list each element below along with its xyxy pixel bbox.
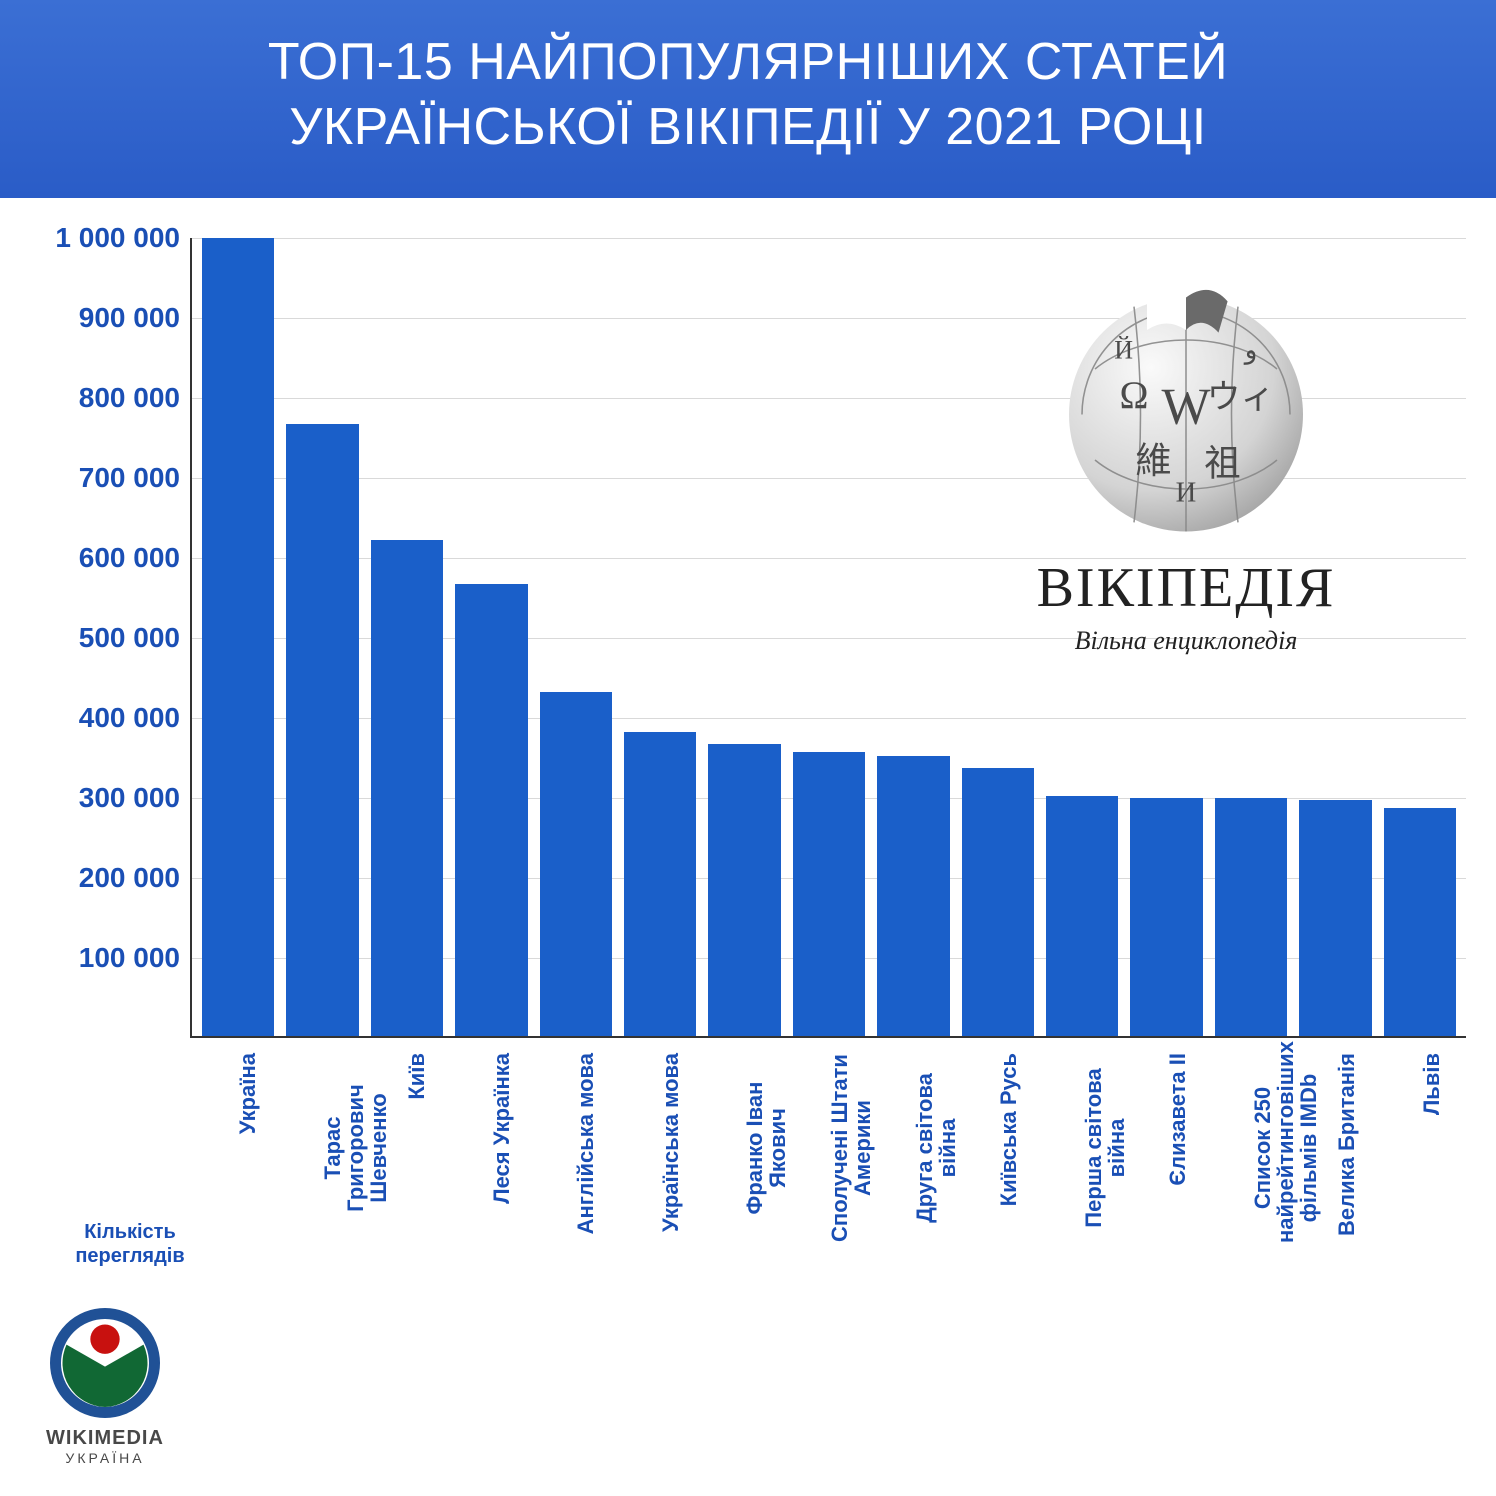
bar <box>371 540 443 1036</box>
y-tick-label: 100 000 <box>79 942 180 974</box>
header-banner: ТОП-15 НАЙПОПУЛЯРНІШИХ СТАТЕЙ УКРАЇНСЬКО… <box>0 0 1496 198</box>
bar <box>455 584 527 1036</box>
y-axis: 100 000 200 000 300 000 400 000 500 000 600 0… <box>30 238 190 1038</box>
svg-text:祖: 祖 <box>1204 444 1240 484</box>
bar-slot <box>455 238 527 1036</box>
svg-text:И: И <box>1176 478 1197 509</box>
x-label-slot: Київська Русь <box>961 1053 1034 1253</box>
svg-text:Й: Й <box>1114 336 1133 365</box>
bar <box>708 744 780 1036</box>
bar <box>962 768 1034 1036</box>
bar <box>1215 798 1287 1036</box>
wikipedia-wordmark: ВІКІПЕДІЯ <box>976 556 1396 620</box>
x-label: Єлизавета II <box>1166 1053 1189 1186</box>
bar-slot <box>624 238 696 1036</box>
bar <box>624 732 696 1036</box>
svg-text:W: W <box>1161 379 1210 436</box>
bar <box>286 424 358 1036</box>
wikimedia-text: WIKIMEDIA <box>30 1427 180 1450</box>
x-label: Велика Британія <box>1335 1053 1358 1236</box>
svg-text:و: و <box>1243 336 1258 366</box>
x-label: Перша світова війна <box>1082 1053 1128 1243</box>
bar-chart: 100 000 200 000 300 000 400 000 500 000 600 0… <box>30 238 1476 1258</box>
title-line-2: УКРАЇНСЬКОЇ ВІКІПЕДІЇ У 2021 РОЦІ <box>289 98 1206 156</box>
bar <box>793 752 865 1036</box>
bar-slot <box>793 238 865 1036</box>
x-label-slot: Друга світова війна <box>876 1053 949 1253</box>
svg-text:維: 維 <box>1135 441 1171 481</box>
x-label-slot: Україна <box>200 1053 273 1253</box>
bar-slot <box>286 238 358 1036</box>
y-tick-label: 800 000 <box>79 382 180 414</box>
bar <box>202 238 274 1036</box>
bar-slot <box>540 238 612 1036</box>
wikipedia-logo-block: W Ω ウィ 維 祖 И Й و ВІКІПЕДІЯ Вільна енцикл… <box>976 278 1396 656</box>
x-axis-labels: Україна Тарас Григорович Шевченко Київ Леся… <box>200 1053 1456 1253</box>
bar-slot <box>202 238 274 1036</box>
x-label: Сполучені Штати Америки <box>828 1053 874 1243</box>
bar-slot <box>371 238 443 1036</box>
svg-text:ウィ: ウィ <box>1207 379 1275 416</box>
x-label-slot: Київ <box>369 1053 442 1253</box>
wikipedia-tagline: Вільна енциклопедія <box>976 626 1396 656</box>
x-label: Українська мова <box>659 1053 682 1232</box>
x-label: Леся Українка <box>490 1053 513 1204</box>
bar-slot <box>877 238 949 1036</box>
bar <box>1130 798 1202 1036</box>
x-label-slot: Велика Британія <box>1299 1053 1372 1253</box>
bar <box>877 756 949 1036</box>
x-label: Київ <box>405 1053 428 1100</box>
bar-slot <box>708 238 780 1036</box>
bar <box>1299 800 1371 1036</box>
x-label: Друга світова війна <box>913 1053 959 1243</box>
bar <box>1046 796 1118 1036</box>
x-label-slot: Українська мова <box>623 1053 696 1253</box>
svg-text:Ω: Ω <box>1120 374 1149 417</box>
x-label-slot: Тарас Григорович Шевченко <box>285 1053 358 1253</box>
x-label-slot: Єлизавета II <box>1130 1053 1203 1253</box>
x-label: Львів <box>1420 1053 1443 1115</box>
x-label: Київська Русь <box>997 1053 1020 1206</box>
x-label-slot: Львів <box>1383 1053 1456 1253</box>
y-tick-label: 200 000 <box>79 862 180 894</box>
x-label: Англійська мова <box>574 1053 597 1234</box>
x-label-slot: Перша світова війна <box>1045 1053 1118 1253</box>
x-label-slot: Список 250 найрейтинговіших фільмів IMDb <box>1214 1053 1287 1253</box>
page-title: ТОП-15 НАЙПОПУЛЯРНІШИХ СТАТЕЙ УКРАЇНСЬКО… <box>20 30 1476 160</box>
x-label: Україна <box>236 1053 259 1134</box>
x-label-slot: Франко Іван Якович <box>707 1053 780 1253</box>
x-label-slot: Сполучені Штати Америки <box>792 1053 865 1253</box>
x-label-slot: Англійська мова <box>538 1053 611 1253</box>
y-tick-label: 600 000 <box>79 542 180 574</box>
y-tick-label: 400 000 <box>79 702 180 734</box>
wikimedia-icon <box>50 1308 160 1418</box>
y-tick-label: 500 000 <box>79 622 180 654</box>
title-line-1: ТОП-15 НАЙПОПУЛЯРНІШИХ СТАТЕЙ <box>268 33 1228 91</box>
wikimedia-ukraine-logo: WIKIMEDIA УКРАЇНА <box>30 1308 180 1466</box>
wikimedia-subtext: УКРАЇНА <box>30 1450 180 1466</box>
y-tick-label: 1 000 000 <box>55 222 180 254</box>
x-label-slot: Леся Українка <box>454 1053 527 1253</box>
y-tick-label: 700 000 <box>79 462 180 494</box>
y-tick-label: 300 000 <box>79 782 180 814</box>
wikipedia-globe-icon: W Ω ウィ 維 祖 И Й و <box>1056 278 1316 538</box>
bar <box>1384 808 1456 1036</box>
bar <box>540 692 612 1036</box>
x-label: Франко Іван Якович <box>743 1053 789 1243</box>
y-axis-title: Кількість переглядів <box>70 1220 190 1268</box>
y-tick-label: 900 000 <box>79 302 180 334</box>
